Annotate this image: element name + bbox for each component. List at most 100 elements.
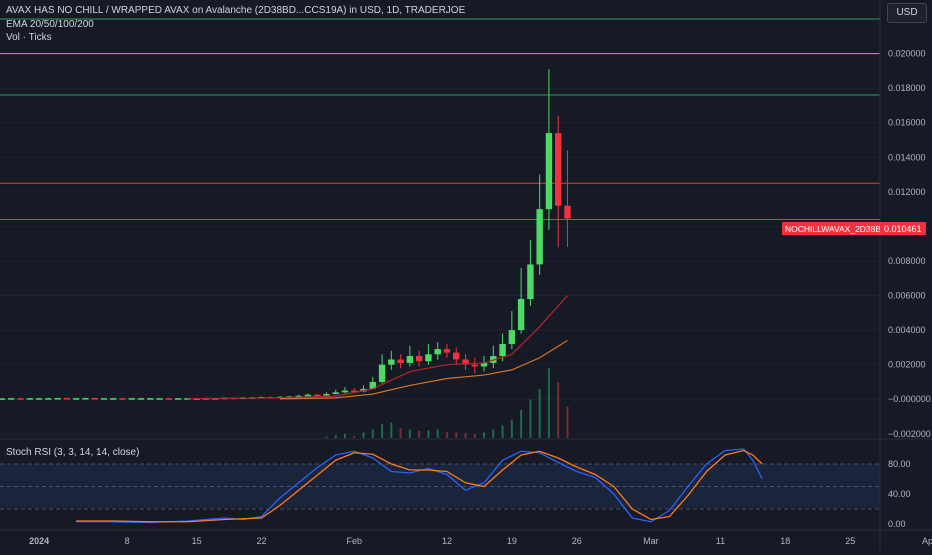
chart-title[interactable]: AVAX HAS NO CHILL / WRAPPED AVAX on Aval… bbox=[6, 5, 466, 16]
volume-bar bbox=[343, 433, 346, 438]
currency-button[interactable]: USD bbox=[887, 3, 927, 23]
candle-body bbox=[351, 390, 358, 393]
candle-body bbox=[184, 398, 191, 400]
stoch-k-line bbox=[76, 448, 763, 524]
volume-bar bbox=[529, 399, 532, 438]
candle-body bbox=[480, 362, 488, 367]
volume-bars bbox=[325, 368, 569, 438]
price-tag-symbol: NOCHILLWAVAX_2D38BD.USD bbox=[785, 224, 908, 234]
price-axis-label: 0.016000 bbox=[888, 118, 926, 128]
candle-body bbox=[508, 330, 516, 344]
candle-body bbox=[545, 133, 553, 210]
volume-bar bbox=[547, 368, 550, 438]
time-axis-label: 25 bbox=[845, 536, 855, 546]
time-axis-label: 12 bbox=[442, 536, 452, 546]
volume-bar bbox=[501, 425, 504, 438]
time-axis-label: Feb bbox=[347, 536, 363, 546]
candle-body bbox=[462, 359, 469, 365]
price-axis-label: −0.000000 bbox=[888, 394, 931, 404]
candle-body bbox=[517, 299, 525, 331]
volume-bar bbox=[334, 435, 337, 438]
candle-body bbox=[471, 364, 478, 367]
time-axis-label: 8 bbox=[125, 536, 130, 546]
volume-legend[interactable]: Vol · Ticks bbox=[6, 32, 52, 43]
volume-bar bbox=[492, 429, 495, 438]
candlestick-series bbox=[0, 69, 571, 400]
price-axis-label: 0.002000 bbox=[888, 360, 926, 370]
volume-bar bbox=[353, 435, 356, 438]
candle-body bbox=[313, 394, 321, 397]
candle-body bbox=[434, 349, 441, 355]
stoch-rsi-pane bbox=[0, 448, 880, 524]
candle-body bbox=[26, 398, 34, 400]
candle-body bbox=[564, 205, 571, 219]
price-axis-label: 0.008000 bbox=[888, 256, 926, 266]
time-axis-label: 11 bbox=[716, 536, 725, 546]
candle-body bbox=[54, 398, 61, 400]
volume-bar bbox=[538, 389, 541, 438]
candle-body bbox=[443, 349, 451, 353]
volume-bar bbox=[325, 436, 328, 438]
price-axis-label: −0.002000 bbox=[888, 429, 931, 439]
time-axis-label: 2024 bbox=[29, 536, 49, 546]
candle-body bbox=[425, 354, 432, 362]
candle-body bbox=[304, 394, 312, 397]
candle-body bbox=[499, 343, 506, 357]
candle-body bbox=[0, 398, 6, 400]
candle-body bbox=[8, 398, 15, 400]
candle-body bbox=[378, 364, 386, 382]
candle-body bbox=[388, 359, 395, 365]
volume-bar bbox=[464, 433, 467, 438]
candle-body bbox=[35, 398, 43, 400]
candle-body bbox=[453, 352, 460, 360]
candle-body bbox=[156, 398, 163, 400]
volume-bar bbox=[418, 431, 421, 438]
candle-body bbox=[63, 398, 71, 400]
time-axis-label: Apr bbox=[922, 536, 932, 546]
volume-bar bbox=[483, 432, 486, 438]
candle-body bbox=[332, 392, 339, 395]
price-axis-label: 0.004000 bbox=[888, 325, 926, 335]
volume-bar bbox=[427, 430, 430, 438]
ema-line-orange bbox=[280, 339, 568, 400]
volume-bar bbox=[557, 382, 560, 438]
time-axis[interactable]: 25202481522Feb121926Mar111825Apr bbox=[0, 536, 932, 546]
candle-body bbox=[100, 398, 108, 400]
candle-body bbox=[369, 381, 376, 389]
candle-body bbox=[45, 398, 52, 400]
candle-body bbox=[555, 133, 562, 206]
stoch-axis-label: 0.00 bbox=[888, 519, 906, 529]
candle-body bbox=[128, 398, 135, 400]
candle-body bbox=[527, 264, 534, 300]
volume-bar bbox=[510, 419, 513, 438]
volume-bar bbox=[399, 428, 402, 438]
candle-body bbox=[397, 359, 404, 363]
candle-body bbox=[295, 395, 302, 398]
candle-body bbox=[91, 398, 98, 400]
stoch-axis-label: 80.00 bbox=[888, 459, 911, 469]
candle-body bbox=[137, 398, 145, 400]
candle-body bbox=[323, 394, 330, 396]
stoch-axis-label: 40.00 bbox=[888, 489, 911, 499]
ema-line-red bbox=[187, 295, 568, 400]
stoch-legend[interactable]: Stoch RSI (3, 3, 14, 14, close) bbox=[6, 447, 140, 458]
time-axis-label: 15 bbox=[192, 536, 202, 546]
volume-bar bbox=[408, 429, 411, 438]
volume-bar bbox=[381, 424, 384, 438]
candle-body bbox=[174, 398, 182, 400]
volume-bar bbox=[362, 432, 365, 438]
volume-bar bbox=[445, 431, 448, 438]
volume-bar bbox=[473, 433, 476, 438]
ema-legend[interactable]: EMA 20/50/100/200 bbox=[6, 19, 94, 30]
stoch-axis[interactable]: 80.00 40.00 0.00 bbox=[888, 459, 911, 529]
price-axis-label: 0.020000 bbox=[888, 49, 926, 59]
time-axis-label: 26 bbox=[572, 536, 582, 546]
price-axis-label: 0.014000 bbox=[888, 152, 926, 162]
candle-body bbox=[406, 356, 414, 363]
time-axis-label: 18 bbox=[780, 536, 790, 546]
volume-bar bbox=[455, 432, 458, 438]
stoch-d-line bbox=[76, 449, 763, 523]
candle-body bbox=[110, 398, 117, 400]
